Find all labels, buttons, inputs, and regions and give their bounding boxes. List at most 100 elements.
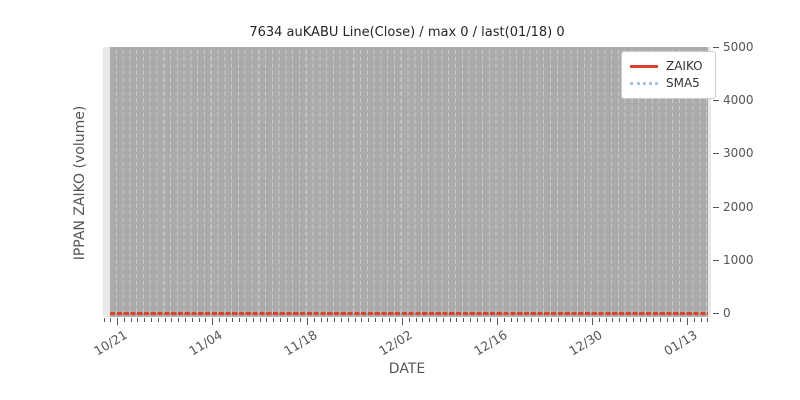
x-major-tick — [212, 318, 214, 325]
x-minor-tick — [605, 318, 607, 322]
y-tick — [713, 206, 719, 208]
x-minor-tick — [653, 318, 655, 322]
x-minor-tick — [571, 318, 573, 322]
y-tick — [713, 153, 719, 155]
x-minor-tick — [415, 318, 417, 322]
x-minor-tick — [537, 318, 539, 322]
zaiko-line-sample-icon — [630, 65, 658, 68]
y-tick — [713, 313, 719, 314]
x-minor-tick — [123, 318, 125, 322]
x-minor-tick — [578, 318, 580, 322]
x-minor-tick — [218, 318, 220, 322]
x-minor-tick — [693, 318, 695, 322]
x-minor-tick — [266, 318, 268, 322]
x-minor-tick — [151, 318, 152, 322]
x-minor-tick — [544, 318, 546, 322]
x-minor-tick — [632, 318, 634, 322]
sma5-line-sample-icon — [630, 82, 658, 85]
x-minor-tick — [374, 318, 376, 322]
x-minor-tick — [354, 318, 356, 322]
x-minor-tick — [334, 318, 336, 322]
x-tick-label: 01/13 — [661, 327, 700, 359]
chart-title: 7634 auKABU Line(Close) / max 0 / last(0… — [249, 25, 565, 40]
x-minor-tick — [408, 318, 410, 322]
x-minor-tick — [157, 318, 159, 322]
x-minor-tick — [503, 318, 505, 322]
x-minor-tick — [429, 318, 431, 322]
x-minor-tick — [368, 318, 370, 322]
x-minor-tick — [436, 318, 437, 322]
x-minor-tick — [449, 318, 451, 322]
x-minor-tick — [700, 318, 702, 322]
x-minor-tick — [110, 318, 112, 322]
legend-label-zaiko: ZAIKO — [666, 59, 703, 73]
x-minor-tick — [483, 318, 485, 322]
x-minor-tick — [191, 318, 193, 322]
x-minor-tick — [279, 318, 281, 322]
x-minor-tick — [252, 318, 254, 322]
x-minor-tick — [673, 318, 675, 322]
y-tick-label: 5000 — [723, 40, 754, 54]
y-tick — [713, 100, 719, 102]
x-minor-tick — [341, 318, 342, 322]
x-minor-tick — [144, 318, 146, 322]
x-major-tick — [307, 318, 309, 325]
x-major-tick — [592, 318, 593, 325]
x-minor-tick — [205, 318, 207, 322]
x-minor-tick — [130, 318, 132, 322]
y-tick-label: 4000 — [723, 93, 754, 108]
x-minor-tick — [198, 318, 200, 322]
x-minor-tick — [598, 318, 600, 322]
x-minor-tick — [463, 318, 465, 322]
y-tick-label: 0 — [723, 306, 731, 320]
x-minor-tick — [103, 318, 105, 322]
data-band-background — [110, 47, 708, 317]
x-minor-tick — [388, 318, 390, 322]
x-major-tick — [402, 318, 403, 325]
x-minor-tick — [707, 318, 709, 322]
x-minor-tick — [490, 318, 492, 322]
x-minor-tick — [164, 318, 166, 322]
x-minor-tick — [666, 318, 668, 322]
x-major-tick — [497, 318, 498, 325]
x-tick-label: 11/04 — [186, 327, 225, 359]
x-minor-tick — [558, 318, 560, 322]
x-minor-tick — [286, 318, 288, 322]
zaiko-series-line — [110, 311, 708, 315]
legend-label-sma5: SMA5 — [666, 76, 700, 90]
x-minor-tick — [680, 318, 682, 322]
x-minor-tick — [585, 318, 587, 322]
x-minor-tick — [259, 318, 261, 322]
x-minor-tick — [381, 318, 383, 322]
plot-area — [103, 47, 711, 317]
x-minor-tick — [171, 318, 173, 322]
x-minor-tick — [531, 318, 532, 322]
x-major-tick — [687, 318, 688, 325]
x-minor-tick — [442, 318, 444, 322]
x-minor-tick — [659, 318, 661, 322]
x-minor-tick — [639, 318, 641, 322]
x-minor-tick — [395, 318, 397, 322]
x-minor-tick — [469, 318, 471, 322]
x-minor-tick — [232, 318, 234, 322]
x-axis-label: DATE — [388, 361, 426, 377]
x-major-tick — [117, 318, 119, 325]
x-tick-label: 12/30 — [566, 327, 605, 359]
x-minor-tick — [293, 318, 295, 322]
x-minor-tick — [510, 318, 512, 322]
legend-entry-zaiko: ZAIKO — [630, 58, 707, 75]
x-minor-tick — [137, 318, 139, 322]
y-tick-label: 3000 — [723, 146, 754, 161]
x-minor-tick — [551, 318, 553, 322]
x-tick-label: 12/02 — [376, 327, 415, 359]
legend: ZAIKO SMA5 — [621, 51, 716, 99]
x-minor-tick — [619, 318, 621, 322]
x-minor-tick — [476, 318, 478, 322]
x-minor-tick — [225, 318, 227, 322]
x-minor-tick — [300, 318, 302, 322]
y-tick-label: 2000 — [723, 199, 754, 214]
x-minor-tick — [239, 318, 241, 322]
y-axis-label: IPPAN ZAIKO (volume) — [72, 105, 88, 261]
x-minor-tick — [361, 318, 363, 322]
